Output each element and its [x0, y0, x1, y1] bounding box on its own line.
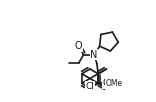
- Text: OMe: OMe: [106, 79, 123, 88]
- Text: Cl: Cl: [85, 82, 94, 91]
- Text: O: O: [75, 42, 83, 52]
- Text: N: N: [86, 83, 94, 93]
- Text: O: O: [102, 78, 110, 88]
- Text: N: N: [90, 50, 98, 60]
